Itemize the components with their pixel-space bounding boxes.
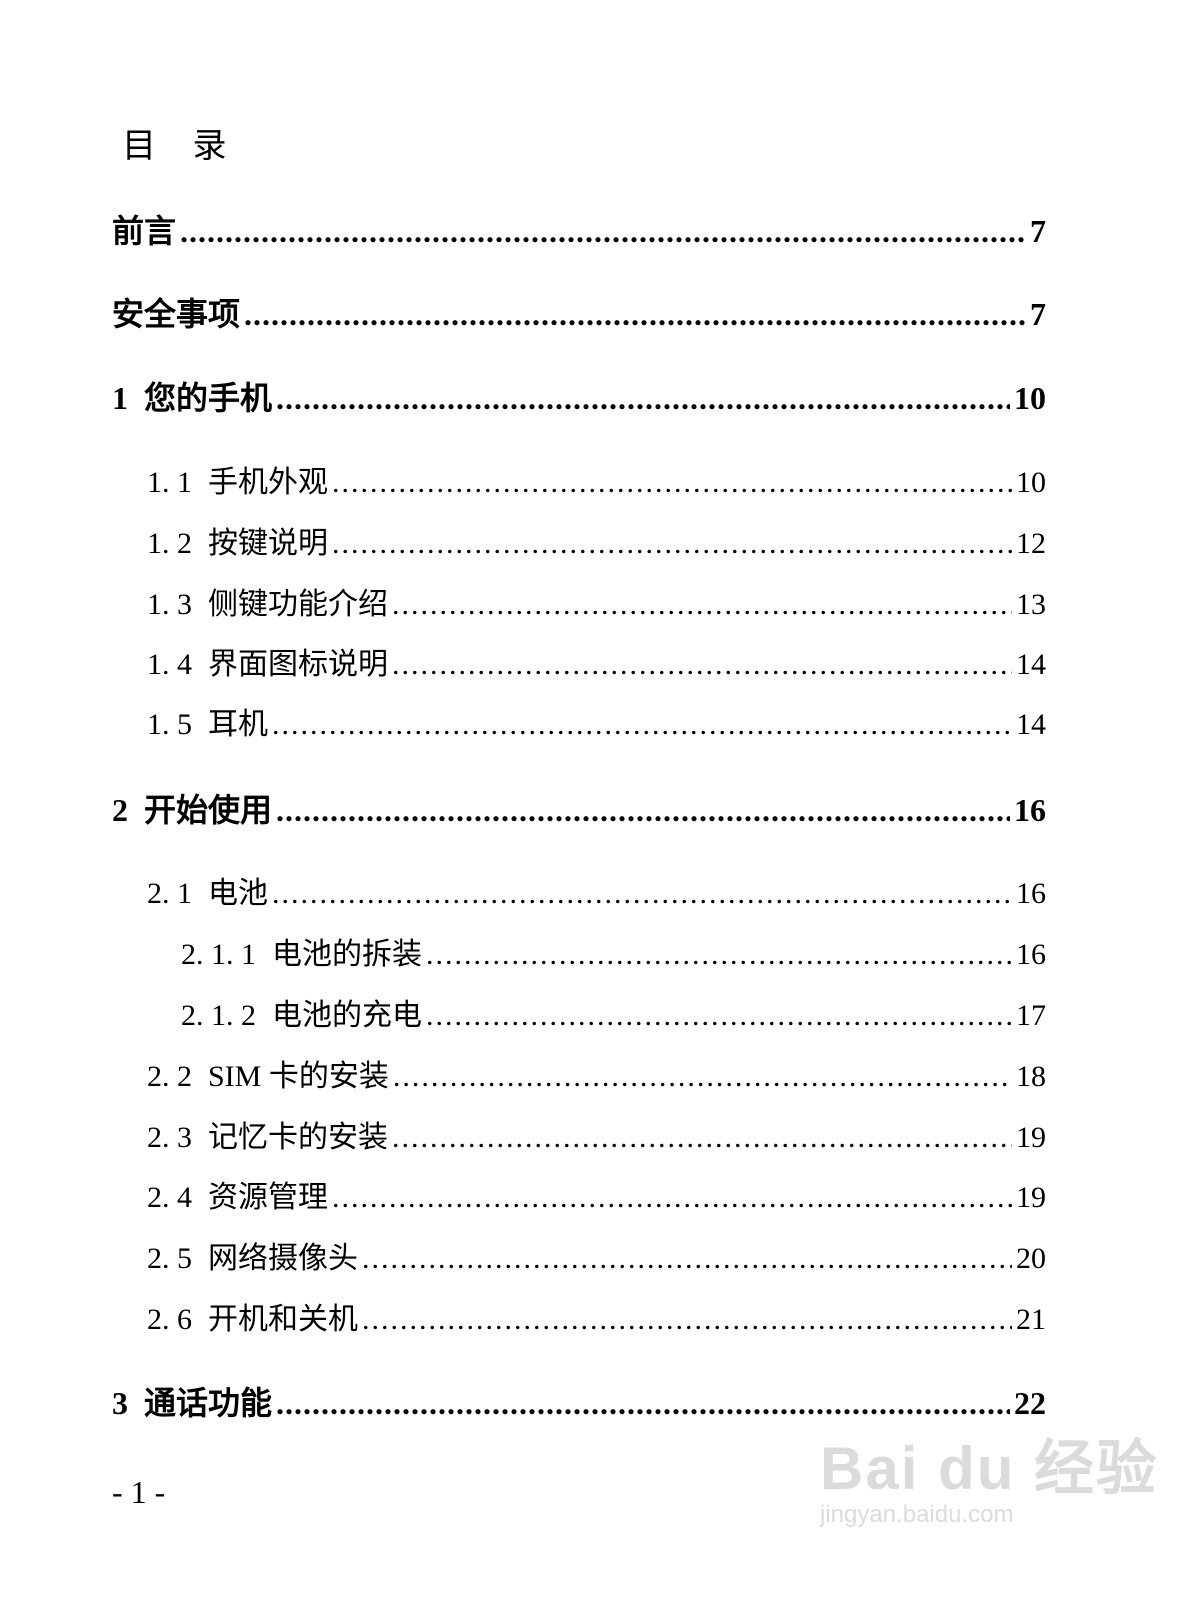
toc-entry-number: 2. 3 xyxy=(147,1121,192,1154)
toc-entry-page: 7 xyxy=(1030,213,1046,249)
dot-leader: ........................................… xyxy=(332,466,1012,499)
toc-entry-number: 2. 4 xyxy=(147,1181,192,1214)
toc-entry-page: 16 xyxy=(1016,938,1046,971)
toc-entry-page: 22 xyxy=(1014,1385,1046,1421)
toc-entry-page: 7 xyxy=(1030,296,1046,332)
baidu-watermark-logo: Bai du 经验 jingyan.baidu.com xyxy=(820,1435,1159,1528)
toc-entry[interactable]: 1. 5 耳机..................................… xyxy=(147,699,1046,743)
toc-entry-label: 安全事项 xyxy=(112,296,241,332)
toc-entry-number: 1. 5 xyxy=(147,708,192,741)
toc-entry-page: 17 xyxy=(1016,999,1046,1032)
toc-entry-number: 2. 2 xyxy=(147,1060,192,1093)
dot-leader: ........................................… xyxy=(332,1181,1012,1214)
toc-entry-label: 电池 xyxy=(208,877,268,910)
dot-leader: ........................................… xyxy=(426,938,1012,971)
toc-entry[interactable]: 3 通话功能...................................… xyxy=(112,1378,1046,1422)
toc-entry[interactable]: 2. 1 电池..................................… xyxy=(147,868,1046,912)
toc-entry-number: 1. 4 xyxy=(147,648,192,681)
dot-leader: ........................................… xyxy=(276,380,1010,416)
page-number: - 1 - xyxy=(112,1474,166,1510)
toc-entry[interactable]: 2. 4 资源管理................................… xyxy=(147,1172,1046,1216)
toc-entry-page: 18 xyxy=(1016,1060,1046,1093)
dot-leader: ........................................… xyxy=(362,1242,1012,1275)
toc-entry-label: 前言 xyxy=(112,213,177,249)
toc-entry-label: 按键说明 xyxy=(208,527,328,560)
dot-leader: ........................................… xyxy=(276,792,1010,828)
dot-leader: ........................................… xyxy=(392,1121,1012,1154)
toc-entry-number: 1. 2 xyxy=(147,527,192,560)
toc-entry-page: 16 xyxy=(1014,792,1046,828)
toc-entry-label: 侧键功能介绍 xyxy=(208,588,388,621)
toc-entry-page: 20 xyxy=(1016,1242,1046,1275)
toc-entry-page: 10 xyxy=(1014,380,1046,416)
toc-entry-number: 2. 6 xyxy=(147,1303,192,1336)
toc-entry-number: 1. 1 xyxy=(147,466,192,499)
toc-entry-page: 10 xyxy=(1016,466,1046,499)
toc-entry-label: 开始使用 xyxy=(144,792,273,828)
dot-leader: ........................................… xyxy=(180,213,1026,249)
toc-entry-label: 电池的拆装 xyxy=(272,938,422,971)
dot-leader: ........................................… xyxy=(272,708,1012,741)
toc-entry[interactable]: 2. 1. 2 电池的充电............................… xyxy=(181,990,1046,1034)
toc-entry-number: 2. 1. 1 xyxy=(181,938,256,971)
toc-entry-page: 12 xyxy=(1016,527,1046,560)
dot-leader: ........................................… xyxy=(426,999,1012,1032)
toc-entry-page: 14 xyxy=(1016,648,1046,681)
toc-entry-label: 资源管理 xyxy=(208,1181,328,1214)
toc-entry[interactable]: 1. 2 按键说明................................… xyxy=(147,518,1046,562)
toc-entry[interactable]: 1 您的手机...................................… xyxy=(112,373,1046,417)
dot-leader: ........................................… xyxy=(276,1385,1010,1421)
dot-leader: ........................................… xyxy=(362,1303,1012,1336)
toc-entry[interactable]: 安全事项....................................… xyxy=(112,289,1046,333)
toc-entry-number: 2. 1 xyxy=(147,877,192,910)
toc-entry[interactable]: 1. 1 手机外观................................… xyxy=(147,457,1046,501)
dot-leader: ........................................… xyxy=(392,1060,1012,1093)
toc-entry-page: 16 xyxy=(1016,877,1046,910)
toc-entry-label: 界面图标说明 xyxy=(208,648,388,681)
dot-leader: ........................................… xyxy=(392,588,1012,621)
toc-entry-number: 2. 1. 2 xyxy=(181,999,256,1032)
toc-entry[interactable]: 前言......................................… xyxy=(112,206,1046,250)
toc-entry-number: 1 xyxy=(112,380,128,416)
toc-entry-page: 19 xyxy=(1016,1181,1046,1214)
toc-entry-label: 记忆卡的安装 xyxy=(208,1121,388,1154)
toc-entry-number: 2 xyxy=(112,792,128,828)
toc-entry-number: 2. 5 xyxy=(147,1242,192,1275)
toc-entry-page: 21 xyxy=(1016,1303,1046,1336)
toc-entry-label: 网络摄像头 xyxy=(208,1242,358,1275)
toc-entry-label: 开机和关机 xyxy=(208,1303,358,1336)
toc-entry[interactable]: 1. 4 界面图标说明..............................… xyxy=(147,639,1046,683)
toc-entry[interactable]: 1. 3 侧键功能介绍..............................… xyxy=(147,579,1046,623)
toc-entry-label: SIM 卡的安装 xyxy=(208,1060,389,1093)
dot-leader: ........................................… xyxy=(244,296,1026,332)
dot-leader: ........................................… xyxy=(392,648,1012,681)
toc-entry-page: 19 xyxy=(1016,1121,1046,1154)
toc-entry-label: 电池的充电 xyxy=(272,999,422,1032)
toc-entry-label: 您的手机 xyxy=(144,380,273,416)
toc-entry[interactable]: 2. 3 记忆卡的安装..............................… xyxy=(147,1112,1046,1156)
toc-entry-number: 1. 3 xyxy=(147,588,192,621)
toc-entry[interactable]: 2. 1. 1 电池的拆装............................… xyxy=(181,929,1046,973)
toc-title: 目 录 xyxy=(122,128,241,165)
dot-leader: ........................................… xyxy=(272,877,1012,910)
toc-entry-page: 14 xyxy=(1016,708,1046,741)
dot-leader: ........................................… xyxy=(332,527,1012,560)
toc-entry[interactable]: 2. 2 SIM 卡的安装............................… xyxy=(147,1051,1046,1095)
toc-entry-number: 3 xyxy=(112,1385,128,1421)
toc-entry-label: 耳机 xyxy=(208,708,268,741)
toc-entry-label: 通话功能 xyxy=(144,1385,273,1421)
toc-entry[interactable]: 2 开始使用...................................… xyxy=(112,785,1046,829)
toc-entry[interactable]: 2. 5 网络摄像头...............................… xyxy=(147,1233,1046,1277)
toc-entry[interactable]: 2. 6 开机和关机...............................… xyxy=(147,1294,1046,1338)
toc-entry-label: 手机外观 xyxy=(208,466,328,499)
toc-entry-page: 13 xyxy=(1016,588,1046,621)
